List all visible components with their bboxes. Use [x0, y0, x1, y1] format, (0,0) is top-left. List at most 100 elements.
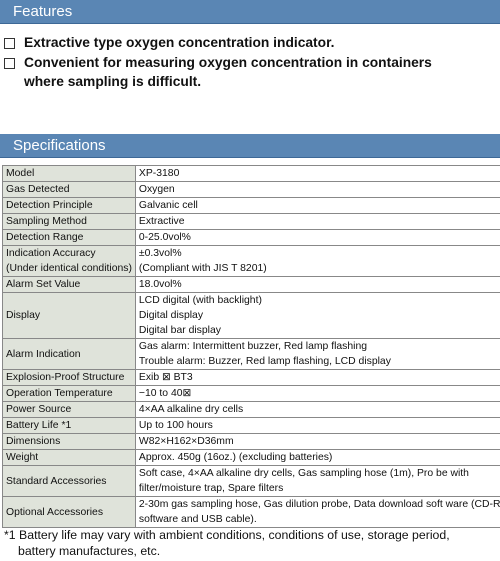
spec-label: Explosion-Proof Structure [2, 369, 136, 386]
spec-value: LCD digital (with backlight) Digital disp… [134, 292, 500, 339]
spec-row: Indication Accuracy (Under identical cond… [2, 245, 500, 277]
spec-label: Sampling Method [2, 213, 136, 230]
spec-value: Oxygen [134, 181, 500, 198]
spec-label: Battery Life *1 [2, 417, 136, 434]
spec-label: Power Source [2, 401, 136, 418]
text-line: Sampling Method [6, 216, 87, 227]
spec-value: 0-25.0vol% [134, 229, 500, 246]
spec-value: Gas alarm: Intermittent buzzer, Red lamp… [134, 338, 500, 370]
text-line: *1 Battery life may vary with ambient co… [4, 528, 450, 542]
text-line: Detection Principle [6, 200, 93, 211]
text-line: 4×AA alkaline dry cells [138, 404, 244, 415]
section-header: Features [0, 0, 500, 24]
text-line: Weight [6, 452, 39, 463]
text-line: Standard Accessories [6, 475, 107, 487]
spec-row: Detection Range 0-25.0vol% [2, 229, 500, 246]
spec-value: Up to 100 hours [134, 417, 500, 434]
text-line: Extractive type oxygen concentration ind… [24, 35, 335, 50]
text-line: Power Source [6, 404, 72, 415]
spec-label: Weight [2, 449, 136, 466]
text-line: LCD digital (with backlight) [138, 295, 262, 306]
text-line: Battery Life *1 [6, 420, 72, 431]
text-line: 0-25.0vol% [138, 232, 191, 243]
feature-list: Extractive type oxygen concentration ind… [4, 33, 500, 92]
text-line: XP-3180 [138, 168, 180, 179]
text-line: filter/moisture trap, Spare filters [138, 483, 284, 494]
text-line: Gas Detected [6, 184, 70, 195]
spec-label: Gas Detected [2, 181, 136, 198]
spec-label: Optional Accessories [2, 496, 136, 528]
spec-value: 2-30m gas sampling hose, Gas dilution pr… [134, 496, 500, 528]
spec-label: Dimensions [2, 433, 136, 450]
spec-row: Standard Accessories Soft case, 4×AA alka… [2, 465, 500, 497]
feature-item: Extractive type oxygen concentration ind… [4, 33, 500, 53]
spec-row: Model XP-3180 [2, 165, 500, 182]
spec-value: Approx. 450g (16oz.) (excluding batterie… [134, 449, 500, 466]
text-line: Alarm Indication [6, 348, 81, 360]
spec-value: Galvanic cell [134, 197, 500, 214]
text-line: (Under identical conditions) [6, 263, 132, 274]
text-line: Galvanic cell [138, 200, 198, 211]
text-line: Trouble alarm: Buzzer, Red lamp flashing… [138, 356, 391, 367]
text-line: Digital display [138, 310, 204, 321]
spec-label: Display [2, 292, 136, 339]
spec-value: Extractive [134, 213, 500, 230]
text-line: Optional Accessories [6, 506, 104, 518]
text-line: Operation Temperature [6, 388, 113, 399]
text-line: 18.0vol% [138, 279, 182, 290]
text-line: Model [6, 168, 35, 179]
text-line: Alarm Set Value [6, 279, 81, 290]
bullet-box [4, 57, 15, 69]
spec-label: Standard Accessories [2, 465, 136, 497]
text-line: Approx. 450g (16oz.) (excluding batterie… [138, 452, 333, 463]
spec-row: Optional Accessories 2-30m gas sampling h… [2, 496, 500, 528]
text-line: Extractive [138, 216, 185, 227]
spec-value: Exib ⊠ BT3 [134, 369, 500, 386]
spec-row: Weight Approx. 450g (16oz.) (excluding ba… [2, 449, 500, 466]
text-line: where sampling is difficult. [24, 74, 202, 89]
spec-label: Model [2, 165, 136, 182]
feature-text: Extractive type oxygen concentration ind… [24, 33, 335, 53]
spec-row: Operation Temperature −10 to 40⊠ [2, 385, 500, 402]
footnote: *1 Battery life may vary with ambient co… [4, 527, 450, 559]
spec-label: Indication Accuracy (Under identical cond… [2, 245, 136, 277]
text-line: ±0.3vol% [138, 248, 182, 259]
text-line: software and USB cable). [138, 514, 257, 525]
bullet-box [4, 38, 15, 49]
spec-label: Detection Principle [2, 197, 136, 214]
text-line: W82×H162×D36mm [138, 436, 234, 447]
text-line: (Compliant with JIS T 8201) [138, 263, 267, 274]
spec-value: ±0.3vol% (Compliant with JIS T 8201) [134, 245, 500, 277]
feature-text: Convenient for measuring oxygen concentr… [24, 53, 432, 92]
spec-row: Dimensions W82×H162×D36mm [2, 433, 500, 450]
text-line: 2-30m gas sampling hose, Gas dilution pr… [138, 499, 500, 510]
spec-value: 4×AA alkaline dry cells [134, 401, 500, 418]
spec-value: W82×H162×D36mm [134, 433, 500, 450]
spec-row: Display LCD digital (with backlight) Digit… [2, 292, 500, 339]
spec-value: Soft case, 4×AA alkaline dry cells, Gas … [134, 465, 500, 497]
spec-row: Sampling Method Extractive [2, 213, 500, 230]
text-line: Display [6, 310, 41, 321]
spec-label: Operation Temperature [2, 385, 136, 402]
text-line: battery manufactures, etc. [18, 544, 161, 558]
text-line: Soft case, 4×AA alkaline dry cells, Gas … [138, 468, 469, 479]
spec-row: Battery Life *1 Up to 100 hours [2, 417, 500, 434]
spec-row: Alarm Set Value 18.0vol% [2, 276, 500, 293]
spec-row: Explosion-Proof Structure Exib ⊠ BT3 [2, 369, 500, 386]
spec-table: Model XP-3180 Gas Detected Oxygen Detection … [2, 165, 500, 528]
spec-value: −10 to 40⊠ [134, 385, 500, 402]
text-line: Up to 100 hours [138, 420, 213, 431]
feature-item: Convenient for measuring oxygen concentr… [4, 53, 500, 92]
text-line: Explosion-Proof Structure [6, 372, 125, 383]
spec-row: Alarm Indication Gas alarm: Intermittent … [2, 338, 500, 370]
text-line: Digital bar display [138, 325, 221, 336]
text-line: −10 to 40⊠ [138, 388, 192, 399]
section-header: Specifications [0, 134, 500, 158]
spec-row: Power Source 4×AA alkaline dry cells [2, 401, 500, 418]
text-line: Detection Range [6, 232, 84, 243]
spec-row: Gas Detected Oxygen [2, 181, 500, 198]
spec-label: Detection Range [2, 229, 136, 246]
text-line: Indication Accuracy [6, 248, 96, 259]
text-line: Dimensions [6, 436, 61, 447]
